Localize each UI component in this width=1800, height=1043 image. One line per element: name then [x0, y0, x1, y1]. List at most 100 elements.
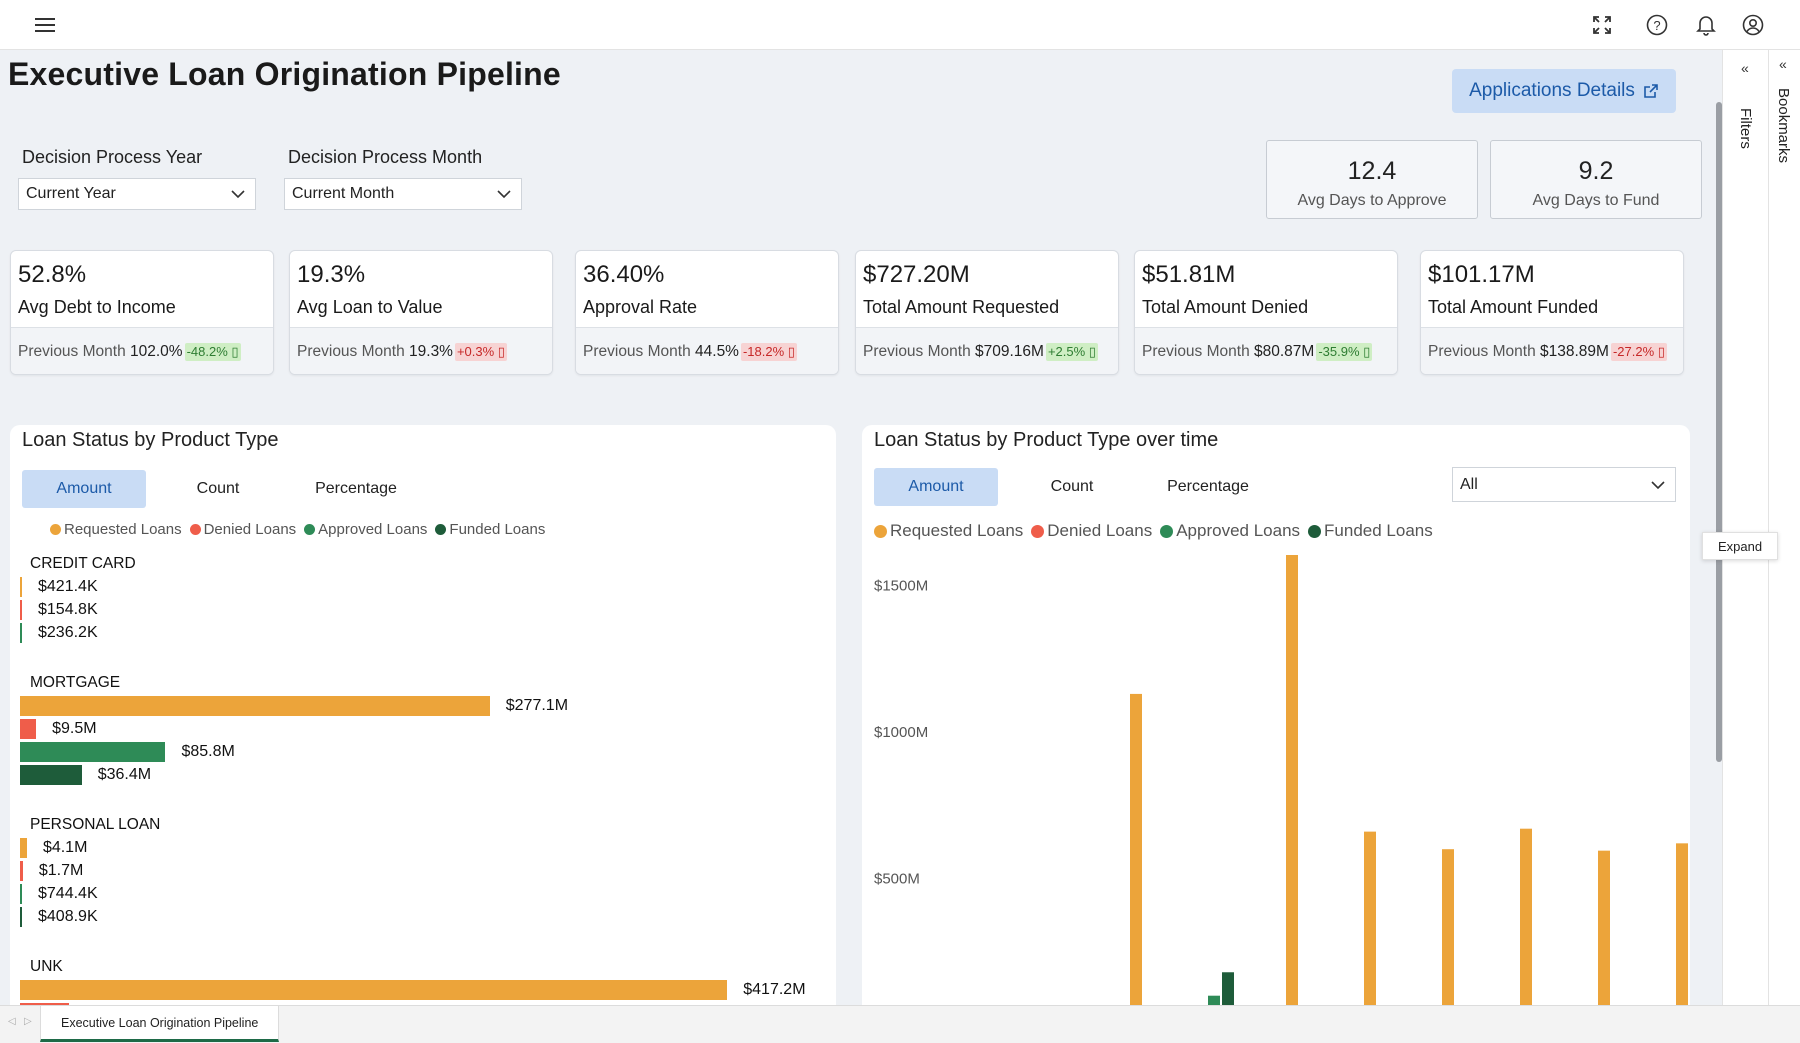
bar-requested-loans[interactable] — [1598, 850, 1610, 1005]
legend-label: Funded Loans — [449, 521, 546, 538]
bar-requested-loans[interactable] — [20, 980, 728, 1000]
kpi-footer: Previous Month 44.5% -18.2% ▯ — [576, 327, 838, 374]
bar-approved-loans[interactable] — [1208, 995, 1220, 1005]
bar-denied-loans[interactable] — [20, 600, 22, 620]
kpi-delta-badge: -35.9% ▯ — [1316, 343, 1373, 361]
product-type-dropdown-value: All — [1460, 475, 1478, 493]
bar-value-label: $421.4K — [38, 578, 98, 595]
bar-value-label: $9.5M — [52, 720, 97, 737]
legend-label: Requested Loans — [890, 521, 1024, 540]
horizontal-bar-chart: CREDIT CARD $421.4K $154.8K $236.2K MORTGAGE… — [20, 555, 830, 1005]
scroll-right-icon[interactable]: ▷ — [24, 1016, 32, 1027]
bar-funded-loans[interactable] — [20, 907, 22, 927]
category-label: PERSONAL LOAN — [30, 816, 161, 833]
kpi-card-total-funded: $101.17M Total Amount Funded Previous Mo… — [1420, 250, 1684, 375]
panel-title: Loan Status by Product Type — [22, 429, 279, 451]
kpi-delta-badge: -27.2% ▯ — [1610, 343, 1667, 361]
bar-funded-loans[interactable] — [20, 765, 82, 785]
kpi-label: Avg Loan to Value — [297, 297, 443, 317]
filters-pane-tab[interactable]: Filters — [1737, 108, 1754, 149]
bar-denied-loans[interactable] — [20, 719, 37, 739]
year-dropdown[interactable]: Current Year — [18, 178, 256, 210]
tab-percentage[interactable]: Percentage — [315, 480, 397, 497]
kpi-value: $727.20M — [863, 261, 970, 288]
month-dropdown[interactable]: Current Month — [284, 178, 522, 210]
bar-requested-loans[interactable] — [20, 838, 27, 858]
report-canvas: Executive Loan Origination Pipeline Appl… — [0, 50, 1722, 1005]
kpi-card-debt-to-income: 52.8% Avg Debt to Income Previous Month … — [10, 250, 274, 375]
kpi-label: Total Amount Requested — [863, 297, 1060, 317]
scroll-left-icon[interactable]: ◁ — [8, 1016, 16, 1027]
legend-label: Approved Loans — [318, 521, 428, 538]
tab-count[interactable]: Count — [196, 480, 240, 497]
bar-requested-loans[interactable] — [20, 696, 490, 716]
hamburger-icon[interactable] — [32, 12, 58, 38]
product-type-dropdown[interactable]: All — [1452, 467, 1676, 502]
top-toolbar: ? — [0, 0, 1800, 50]
tab-amount[interactable]: Amount — [22, 470, 146, 508]
chart-legend: Requested Loans Denied Loans Approved Lo… — [874, 521, 1433, 541]
bar-requested-loans[interactable] — [1442, 849, 1454, 1005]
tab-percentage[interactable]: Percentage — [1167, 478, 1249, 495]
bar-requested-loans[interactable] — [1364, 831, 1376, 1005]
kpi-footer: Previous Month $138.89M -27.2% ▯ — [1421, 327, 1683, 374]
canvas-scrollbar[interactable] — [1716, 102, 1722, 762]
kpi-label: Total Amount Funded — [1428, 297, 1599, 317]
vertical-bar-chart: $500M $1000M $1500M — [874, 555, 1688, 1005]
kpi-prev-label: Previous Month — [18, 343, 126, 360]
tab-count[interactable]: Count — [1050, 478, 1094, 495]
panel-title: Loan Status by Product Type over time — [874, 429, 1219, 451]
legend-item: Approved Loans — [1160, 521, 1300, 541]
kpi-prev-label: Previous Month — [1428, 343, 1536, 360]
bar-requested-loans[interactable] — [1130, 693, 1142, 1005]
kpi-delta-badge: +0.3% ▯ — [454, 343, 507, 361]
kpi-label: Total Amount Denied — [1142, 297, 1309, 317]
kpi-footer: Previous Month 102.0% -48.2% ▯ — [11, 327, 273, 374]
bar-requested-loans[interactable] — [20, 577, 22, 597]
bookmarks-pane-tab[interactable]: Bookmarks — [1775, 88, 1792, 164]
legend-dot-funded — [435, 524, 447, 535]
kpi-card-total-denied: $51.81M Total Amount Denied Previous Mon… — [1134, 250, 1398, 375]
bar-requested-loans[interactable] — [1676, 843, 1688, 1005]
legend-dot-requested — [50, 524, 61, 535]
bar-requested-loans[interactable] — [1286, 555, 1298, 1005]
kpi-prev-value: $138.89M — [1540, 343, 1609, 360]
bar-approved-loans[interactable] — [20, 884, 22, 904]
loan-status-by-product-panel: Loan Status by Product Type Amount Count… — [10, 425, 836, 1005]
bar-denied-loans[interactable] — [20, 1003, 69, 1005]
page-title: Executive Loan Origination Pipeline — [8, 56, 561, 92]
kpi-value: 52.8% — [18, 261, 87, 288]
kpi-footer: Previous Month $80.87M -35.9% ▯ — [1135, 327, 1397, 374]
legend-dot-denied — [189, 524, 201, 535]
bar-approved-loans[interactable] — [20, 623, 22, 643]
legend-item: Approved Loans — [304, 521, 427, 538]
bell-icon[interactable] — [1693, 12, 1719, 38]
user-icon[interactable] — [1740, 12, 1766, 38]
bar-denied-loans[interactable] — [20, 861, 23, 881]
avg-days-fund-value: 9.2 — [1578, 157, 1614, 185]
fullscreen-icon[interactable] — [1589, 12, 1615, 38]
legend-label: Approved Loans — [1176, 521, 1301, 540]
bar-funded-loans[interactable] — [1222, 972, 1234, 1005]
bar-value-label: $744.4K — [38, 885, 98, 902]
bar-approved-loans[interactable] — [20, 742, 166, 762]
external-link-icon — [1644, 84, 1658, 98]
kpi-value: 19.3% — [297, 261, 366, 288]
expand-tooltip: Expand — [1702, 532, 1778, 560]
help-icon[interactable]: ? — [1644, 12, 1670, 38]
kpi-card-total-requested: $727.20M Total Amount Requested Previous… — [855, 250, 1119, 375]
kpi-value: $101.17M — [1428, 261, 1535, 288]
bar-value-label: $1.7M — [38, 862, 84, 879]
loan-status-over-time-panel: Loan Status by Product Type over time Am… — [862, 425, 1690, 1005]
bar-value-label: $417.2M — [743, 981, 806, 998]
legend-item: Denied Loans — [1031, 521, 1152, 541]
kpi-delta-badge: +2.5% ▯ — [1045, 343, 1098, 361]
applications-details-button[interactable]: Applications Details — [1452, 69, 1676, 113]
collapse-bookmarks-icon[interactable]: « — [1779, 56, 1787, 72]
avg-days-fund-card: 9.2 Avg Days to Fund — [1490, 140, 1702, 219]
collapse-filters-icon[interactable]: « — [1741, 60, 1749, 76]
tab-amount[interactable]: Amount — [874, 468, 998, 506]
page-tab-executive[interactable]: Executive Loan Origination Pipeline — [40, 1006, 280, 1042]
bar-value-label: $408.9K — [38, 908, 98, 925]
bar-requested-loans[interactable] — [1520, 828, 1532, 1005]
